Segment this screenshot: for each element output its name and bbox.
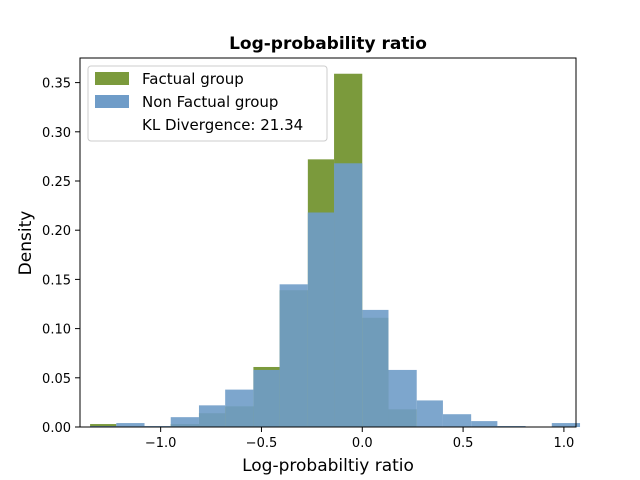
legend-annotation-kl: KL Divergence: 21.34 — [142, 116, 303, 134]
histogram-bar-series-0-bin-0 — [90, 424, 117, 427]
histogram-bar-series-1-bin-5 — [225, 389, 254, 427]
histogram-bar-series-1-bin-3 — [170, 417, 199, 427]
x-tick-label: 0.5 — [453, 436, 474, 451]
x-tick-label: −0.5 — [246, 436, 278, 451]
nonfactual-bars — [90, 163, 581, 428]
histogram-bar-series-1-bin-13 — [442, 414, 472, 427]
histogram-bar-series-1-bin-4 — [198, 405, 226, 427]
histogram-bar-series-1-bin-7 — [279, 284, 308, 427]
histogram-bar-series-1-bin-17 — [551, 423, 581, 427]
histogram-bar-series-1-bin-6 — [253, 369, 280, 427]
x-axis-ticks: −1.0 −0.5 0.0 0.5 1.0 — [145, 427, 574, 451]
histogram-bar-series-1-bin-12 — [416, 400, 443, 427]
x-tick-label: 1.0 — [554, 436, 575, 451]
histogram-bar-series-1-bin-9 — [334, 163, 363, 428]
y-axis-label: Density — [16, 211, 36, 276]
legend-label-nonfactual: Non Factual group — [142, 93, 278, 111]
y-tick-label: 0.15 — [42, 273, 71, 288]
legend-box — [87, 65, 328, 142]
chart-title: Log-probability ratio — [229, 34, 427, 54]
y-tick-label: 0.25 — [42, 175, 71, 190]
histogram-bar-series-1-bin-14 — [471, 421, 498, 427]
y-tick-label: 0.05 — [42, 372, 71, 387]
y-tick-label: 0.20 — [42, 224, 71, 239]
histogram-bar-series-1-bin-10 — [362, 309, 389, 427]
legend-swatch-nonfactual — [95, 95, 129, 108]
legend-label-factual: Factual group — [142, 70, 244, 88]
x-tick-label: −1.0 — [145, 436, 177, 451]
histogram-bar-series-1-bin-8 — [307, 212, 335, 427]
y-tick-label: 0.35 — [42, 77, 71, 92]
x-axis-label: Log-probabiltiy ratio — [242, 456, 414, 476]
legend: Factual group Non Factual group KL Diver… — [87, 65, 328, 142]
histogram-bar-series-1-bin-11 — [388, 369, 417, 427]
y-tick-label: 0.00 — [42, 421, 71, 436]
y-axis-ticks: 0.00 0.05 0.10 0.15 0.20 0.25 0.30 0.35 — [42, 77, 80, 436]
histogram-bar-series-1-bin-1 — [116, 423, 145, 427]
y-tick-label: 0.30 — [42, 126, 71, 141]
legend-swatch-factual — [95, 72, 129, 85]
y-tick-label: 0.10 — [42, 323, 71, 338]
plot-frame — [79, 57, 577, 428]
x-tick-label: 0.0 — [352, 436, 373, 451]
